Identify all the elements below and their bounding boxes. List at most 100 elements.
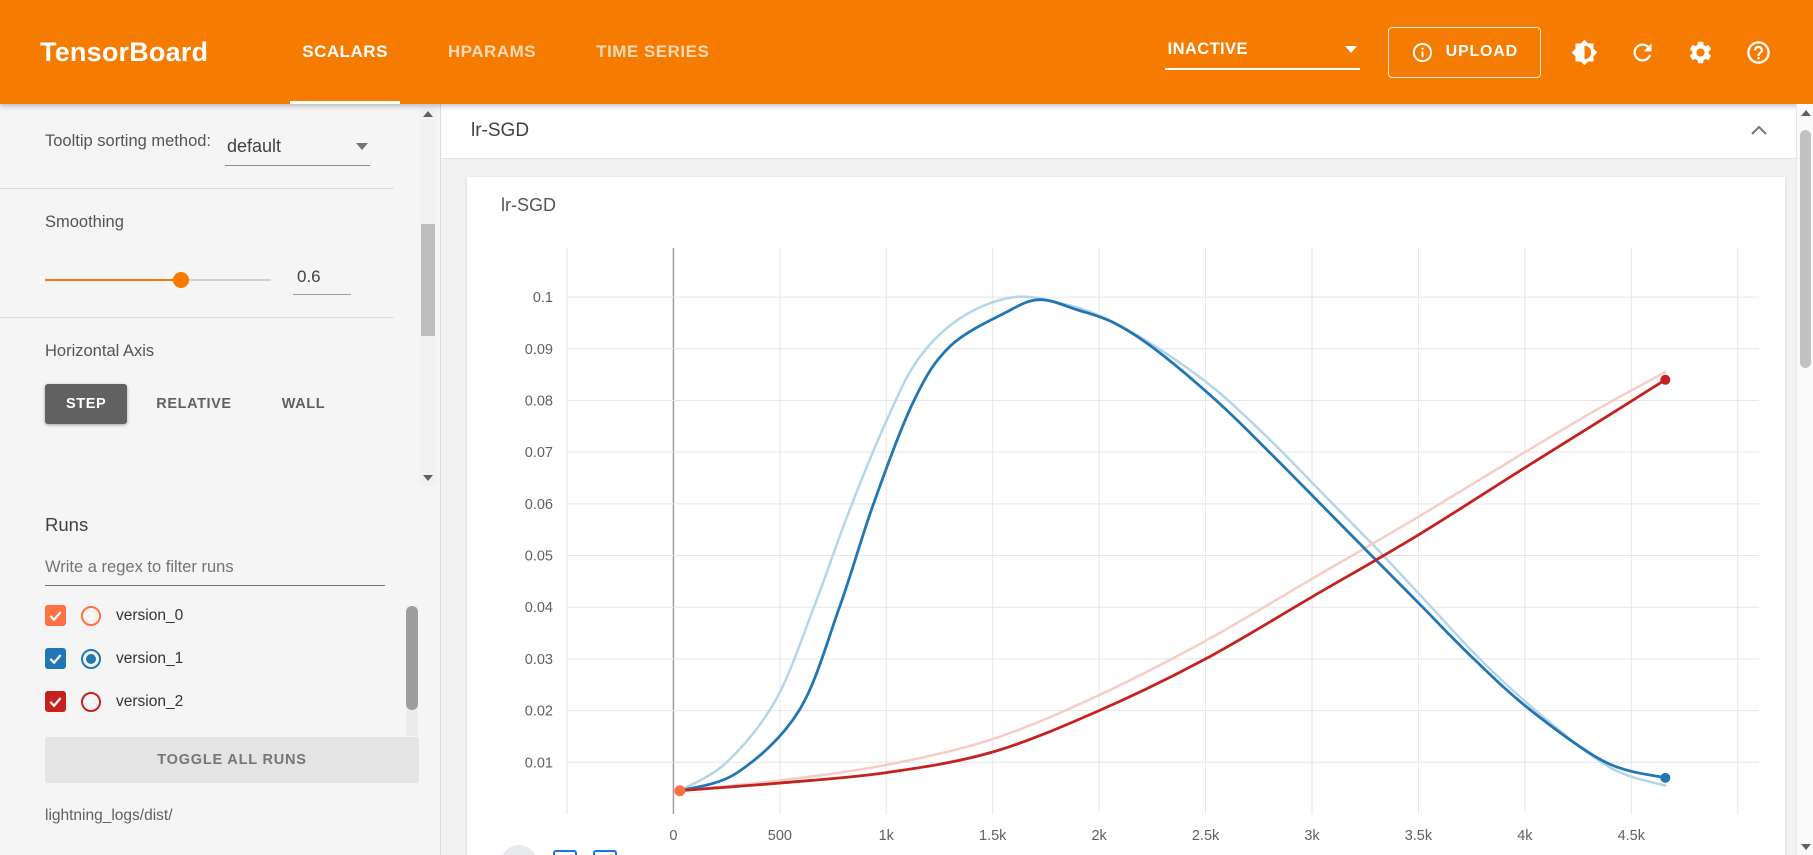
scrollbar-thumb[interactable] [421,224,435,336]
chart-expand-button[interactable] [553,850,577,855]
run-label: version_2 [116,692,184,710]
series-line-version_2 [678,378,1667,793]
tooltip-sorting-select[interactable]: default [225,134,370,166]
chart-title: lr-SGD [501,195,556,215]
run-checkbox[interactable] [45,691,66,712]
svg-text:0.09: 0.09 [525,342,553,358]
tooltip-sorting-label: Tooltip sorting method: [45,132,212,150]
upload-button[interactable]: UPLOAD [1387,26,1541,78]
refresh-icon [1633,43,1651,61]
refresh-button[interactable] [1627,37,1657,67]
topbar-actions: INACTIVE UPLOAD [1164,0,1773,104]
scroll-up-arrow-icon[interactable] [1797,104,1813,121]
axis-option-wall[interactable]: WALL [281,395,326,412]
series-endpoint-marker [674,785,686,797]
log-directory-path: lightning_logs/dist/ [45,807,173,824]
series-line-version_1-raw [678,295,1667,792]
runs-list-scrollbar[interactable] [406,606,418,736]
svg-text:0.04: 0.04 [525,600,553,616]
smoothing-slider[interactable] [45,271,271,288]
chevron-up-icon [1751,125,1767,135]
lr-sgd-section-header[interactable]: lr-SGD [441,104,1813,159]
run-radio[interactable] [81,691,101,712]
svg-text:3k: 3k [1304,828,1320,844]
series-endpoint-marker [1660,772,1671,783]
settings-sidebar: Tooltip sorting method: default Smoothin… [0,104,441,855]
dropdown-caret-icon [356,143,368,150]
svg-text:0.01: 0.01 [525,755,553,771]
runs-list: version_0 version_1 version_2 [45,594,397,723]
scroll-up-arrow-icon[interactable] [420,106,436,122]
toggle-all-runs-button[interactable]: TOGGLE ALL RUNS [45,737,419,783]
scrollbar-thumb[interactable] [406,606,418,710]
svg-text:500: 500 [768,828,792,844]
runs-filter-input[interactable] [45,552,385,586]
status-dropdown[interactable]: INACTIVE [1164,34,1360,70]
divider [0,316,394,318]
lr-sgd-chart-card: lr-SGD 0.01 0.02 0.03 0.04 0.05 0.06 0.07 0.08 0… [467,177,1785,855]
run-radio[interactable] [81,605,101,626]
axis-option-step[interactable]: STEP [45,383,128,424]
svg-text:0.1: 0.1 [533,290,553,306]
chart-fit-button[interactable] [593,850,617,855]
main-tabs: SCALARS HPARAMS TIME SERIES [272,0,739,104]
run-label: version_0 [116,606,184,624]
tab-time-series[interactable]: TIME SERIES [596,42,710,61]
scroll-down-arrow-icon[interactable] [1797,838,1813,855]
horizontal-axis-options: STEP RELATIVE WALL [45,383,370,424]
top-app-bar: TensorBoard SCALARS HPARAMS TIME SERIES IN… [0,0,1813,104]
status-dropdown-value: INACTIVE [1167,40,1248,58]
dropdown-caret-icon [1344,46,1357,53]
smoothing-slider-thumb[interactable] [172,271,189,288]
theme-toggle-button[interactable] [1569,37,1599,67]
sidebar-scrollbar[interactable] [420,106,436,486]
chart-action-buttons [501,845,617,855]
smoothing-value-field[interactable]: 0.6 [293,265,351,295]
svg-text:0.06: 0.06 [525,497,553,513]
main-content: lr-SGD lr-SGD 0.01 0.02 0.03 0.04 0.05 0.06 0.… [441,104,1813,855]
general-settings-panel: Tooltip sorting method: default Smoothin… [0,104,440,490]
run-radio[interactable] [81,648,101,669]
tooltip-sorting-value: default [227,136,282,156]
svg-text:4k: 4k [1517,828,1533,844]
section-title: lr-SGD [471,120,530,141]
svg-text:1.5k: 1.5k [979,828,1007,844]
svg-text:0.05: 0.05 [525,549,553,565]
lr-sgd-chart[interactable]: 0.01 0.02 0.03 0.04 0.05 0.06 0.07 0.08 0.09 0.1 0… [475,220,1785,855]
scroll-down-arrow-icon[interactable] [420,470,436,486]
tab-hparams[interactable]: HPARAMS [447,42,537,61]
run-checkbox[interactable] [45,648,66,669]
series-line-version_2-raw [678,370,1667,792]
svg-text:0.08: 0.08 [525,393,553,409]
page-scrollbar[interactable] [1796,104,1813,855]
svg-text:0: 0 [669,828,677,844]
svg-text:2k: 2k [1091,828,1107,844]
svg-text:0.02: 0.02 [525,704,553,720]
runs-title: Runs [45,514,89,535]
help-button[interactable] [1743,37,1773,67]
gear-icon [1689,41,1711,63]
axis-option-relative[interactable]: RELATIVE [156,395,232,412]
horizontal-axis-label: Horizontal Axis [45,341,155,360]
scrollbar-thumb[interactable] [1800,130,1811,368]
svg-text:1k: 1k [879,828,895,844]
svg-text:0.03: 0.03 [525,652,553,668]
smoothing-slider-fill [45,278,181,281]
settings-button[interactable] [1685,37,1715,67]
run-row-version_2[interactable]: version_2 [45,680,397,723]
tab-scalars[interactable]: SCALARS [290,0,400,104]
smoothing-label: Smoothing [45,213,124,231]
tensorboard-logo: TensorBoard [40,36,209,67]
info-icon [1412,42,1432,62]
series-line-version_1 [678,298,1667,793]
run-row-version_0[interactable]: version_0 [45,594,397,637]
divider [0,188,394,189]
contrast-icon [1571,39,1597,65]
collapse-section-button[interactable] [1745,118,1773,146]
run-checkbox[interactable] [45,605,66,626]
run-row-version_1[interactable]: version_1 [45,637,397,680]
chart-options-button[interactable] [501,845,537,855]
runs-panel: Runs version_0 version_1 version_2 TOGGLE … [0,490,440,825]
run-label: version_1 [116,649,184,667]
series-endpoint-marker [1660,374,1671,385]
